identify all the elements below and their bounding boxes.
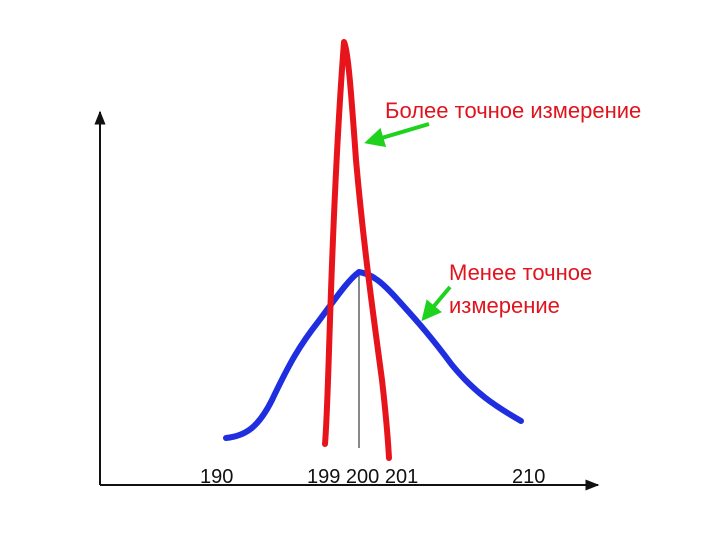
precise-curve [322,39,392,461]
less-precise-curve [223,269,524,441]
precise-pointer-arrow [364,122,430,148]
x-tick-label-190: 190 [200,466,233,488]
x-tick-label-center: 199 200 201 [307,466,418,488]
less-precise-pointer-arrow [421,285,452,322]
precise-annotation: Более точное измерение [385,98,641,123]
less-precise-annotation-line1: Менее точное [449,260,592,285]
less-precise-annotation-line2: измерение [449,293,560,318]
x-tick-label-210: 210 [512,466,545,488]
